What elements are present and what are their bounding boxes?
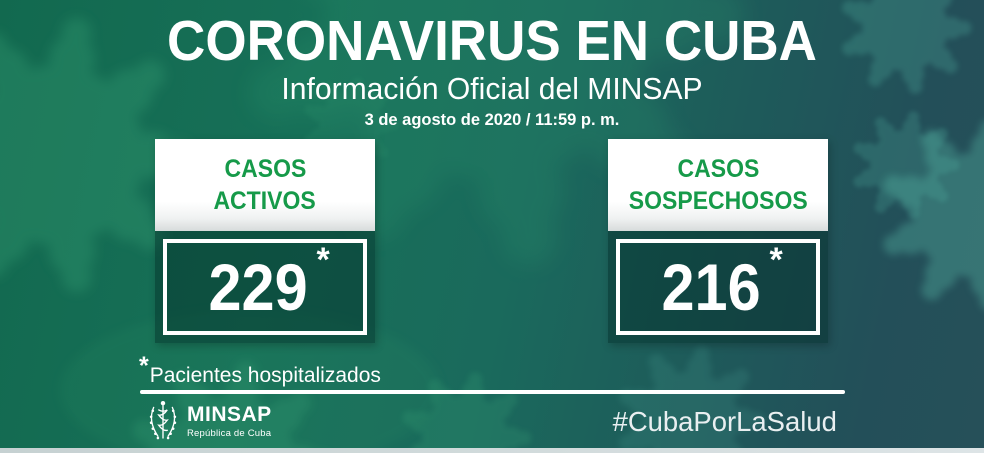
page-title: CORONAVIRUS EN CUBA bbox=[167, 9, 817, 73]
minsap-logo-name: MINSAP bbox=[187, 402, 272, 426]
footnote: *Pacientes hospitalizados bbox=[139, 352, 381, 388]
stat-asterisk: * bbox=[769, 240, 783, 279]
minsap-logo-subtitle: República de Cuba bbox=[187, 427, 272, 439]
footer-divider bbox=[140, 390, 845, 394]
footnote-text: Pacientes hospitalizados bbox=[149, 364, 381, 387]
stat-label-line2: SOSPECHOSOS bbox=[628, 187, 808, 215]
stat-card-casos-activos: CASOS ACTIVOS 229 * bbox=[155, 139, 375, 343]
stat-card-label: CASOS ACTIVOS bbox=[155, 139, 375, 231]
stat-value-box: 216 * bbox=[608, 231, 828, 343]
minsap-logo: MINSAP República de Cuba bbox=[146, 398, 272, 444]
report-date: 3 de agosto de 2020 / 11:59 p. m. bbox=[364, 109, 620, 129]
minsap-emblem-icon bbox=[149, 400, 177, 440]
subtitle: Información Oficial del MINSAP bbox=[281, 71, 703, 107]
stat-asterisk: * bbox=[316, 240, 330, 279]
hashtag: #CubaPorLaSalud bbox=[612, 406, 837, 437]
stat-value: 216 bbox=[661, 250, 761, 324]
header: CORONAVIRUS EN CUBA Información Oficial … bbox=[0, 12, 984, 130]
stat-card-label: CASOS SOSPECHOSOS bbox=[608, 139, 828, 231]
stat-value-frame bbox=[163, 239, 367, 335]
stat-value-frame bbox=[616, 239, 820, 335]
stat-card-casos-sospechosos: CASOS SOSPECHOSOS 216 * bbox=[608, 139, 828, 343]
stat-label-line1: CASOS bbox=[677, 155, 759, 183]
stat-value-box: 229 * bbox=[155, 231, 375, 343]
stat-label-line2: ACTIVOS bbox=[213, 187, 317, 215]
stat-label-line1: CASOS bbox=[224, 155, 306, 183]
stat-value: 229 bbox=[208, 250, 308, 324]
footnote-asterisk: * bbox=[139, 352, 149, 380]
minsap-logo-text: MINSAP República de Cuba bbox=[187, 404, 272, 439]
bottom-edge-strip bbox=[0, 448, 984, 453]
